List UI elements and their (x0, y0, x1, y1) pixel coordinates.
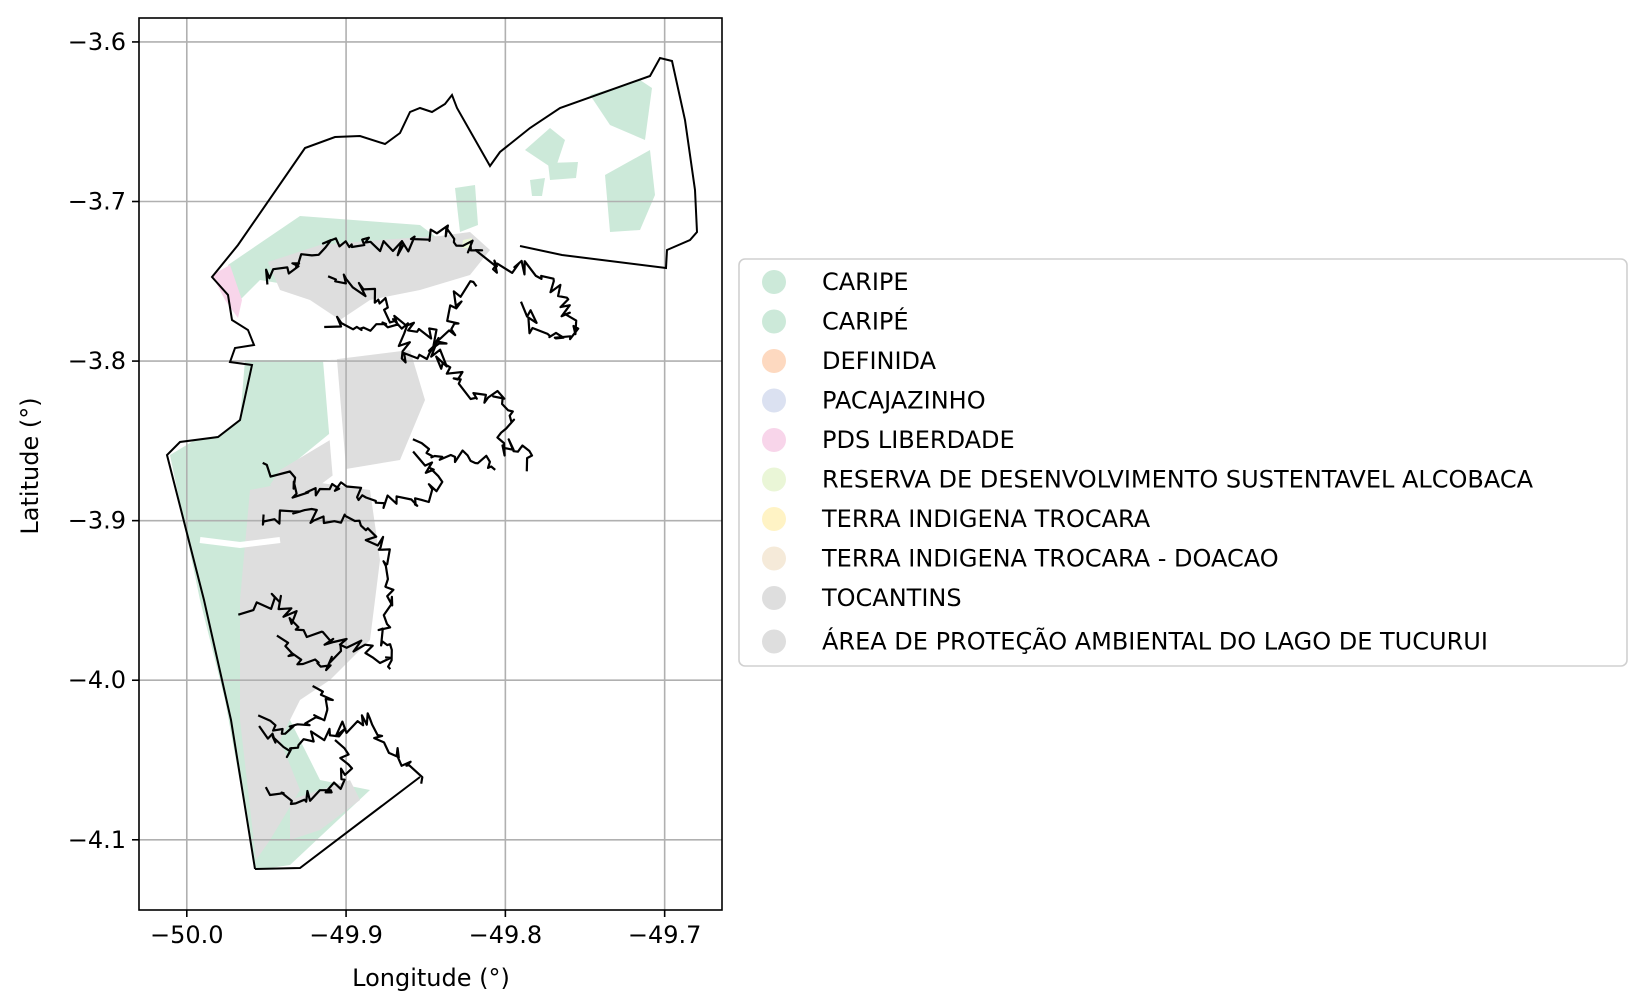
y-tick-label: −3.8 (68, 347, 126, 375)
legend-label: CARIPÉ (822, 307, 909, 336)
legend-marker (762, 428, 786, 452)
caripe-area-west (170, 360, 370, 870)
x-axis-ticks: −50.0 −49.9 −49.8 −49.7 (150, 910, 701, 949)
legend-label: TOCANTINS (821, 584, 962, 612)
legend-marker (762, 467, 786, 492)
shoreline-center-south (261, 507, 395, 670)
x-tick-label: −49.9 (309, 921, 383, 949)
caripe-patch-ne-5 (548, 162, 578, 180)
legend-item: TERRA INDIGENA TROCARA - DOACAO (762, 545, 1279, 573)
municipality-boundary (165, 56, 699, 870)
pds-liberdade-area (212, 265, 242, 318)
legend-marker (762, 507, 786, 531)
y-axis-ticks: −3.6 −3.7 −3.8 −3.9 −4.0 −4.1 (68, 28, 139, 854)
legend-item: CARIPE (762, 268, 909, 296)
legend-label: CARIPE (822, 268, 909, 296)
legend-item: PACAJAZINHO (762, 387, 986, 415)
y-axis-label: Latitude (°) (16, 397, 44, 534)
apa-area-center (270, 350, 425, 500)
legend-label: TERRA INDIGENA TROCARA - DOACAO (821, 545, 1279, 573)
tocantins-area-north (268, 232, 490, 320)
caripe-patch-ne-6 (530, 178, 545, 196)
legend-item: ÁREA DE PROTEÇÃO AMBIENTAL DO LAGO DE TU… (762, 626, 1488, 656)
caripe-patch-ne-1 (590, 80, 652, 140)
shoreline-south-3 (257, 685, 334, 735)
shoreline-east-inlet (412, 438, 496, 471)
x-tick-label: −49.8 (469, 921, 543, 949)
legend-marker (762, 270, 786, 294)
shoreline-south-2 (276, 634, 343, 672)
caripe-patch-ne-2 (605, 150, 655, 232)
legend-marker (762, 546, 786, 571)
legend-item: TOCANTINS (762, 584, 962, 612)
shoreline-east (324, 314, 534, 472)
legend-marker (762, 388, 786, 413)
river-channel-gap (323, 359, 347, 481)
caripe-patch-ne-4 (455, 185, 478, 232)
municipality-boundary-south (254, 776, 421, 870)
legend-label: TERRA INDIGENA TROCARA (821, 505, 1151, 533)
legend-label: PACAJAZINHO (822, 387, 986, 415)
legend-marker (762, 586, 786, 610)
legend-marker (762, 349, 786, 373)
legend-marker (762, 309, 786, 334)
axes-frame (138, 17, 723, 911)
legend-label: ÁREA DE PROTEÇÃO AMBIENTAL DO LAGO DE TU… (822, 626, 1488, 656)
legend-item: PDS LIBERDADE (762, 426, 1015, 454)
legend-label: DEFINIDA (822, 347, 937, 375)
x-axis-label: Longitude (°) (352, 964, 510, 992)
y-tick-label: −4.0 (68, 666, 126, 694)
tocantins-area-south (240, 480, 380, 860)
x-tick-label: −49.7 (628, 921, 702, 949)
y-tick-label: −3.9 (68, 507, 126, 535)
boundary-lines (165, 56, 699, 870)
y-tick-label: −3.7 (68, 188, 126, 216)
legend-box (738, 258, 1628, 667)
legend-label: PDS LIBERDADE (822, 426, 1015, 454)
clearing-gap (199, 537, 281, 549)
shoreline-south-4 (258, 712, 424, 784)
caripe-patch-ne-3 (525, 128, 565, 170)
legend-marker (762, 629, 786, 654)
legend-item: RESERVA DE DESENVOLVIMENTO SUSTENTAVEL A… (762, 466, 1534, 494)
y-tick-label: −4.1 (68, 826, 126, 854)
legend-item: CARIPÉ (762, 307, 909, 336)
legend-label: RESERVA DE DESENVOLVIMENTO SUSTENTAVEL A… (822, 466, 1534, 494)
legend-item: TERRA INDIGENA TROCARA (762, 505, 1151, 533)
x-tick-label: −50.0 (150, 921, 224, 949)
shoreline-south-1 (237, 592, 393, 665)
shoreline-north (265, 224, 580, 341)
y-tick-label: −3.6 (68, 28, 126, 56)
land-use-polygons (170, 80, 655, 870)
legend-item: DEFINIDA (762, 347, 937, 375)
legend: CARIPE CARIPÉ DEFINIDA PACAJAZINHO PDS LIBER… (738, 258, 1628, 667)
shoreline-center (262, 450, 444, 509)
map-plot-area: −50.0 −49.9 −49.8 −49.7 −3.6 −3.7 −3.8 −3.9 −4.… (68, 17, 723, 949)
shoreline-south-5 (264, 739, 354, 806)
shoreline-north-inlet (327, 273, 478, 364)
